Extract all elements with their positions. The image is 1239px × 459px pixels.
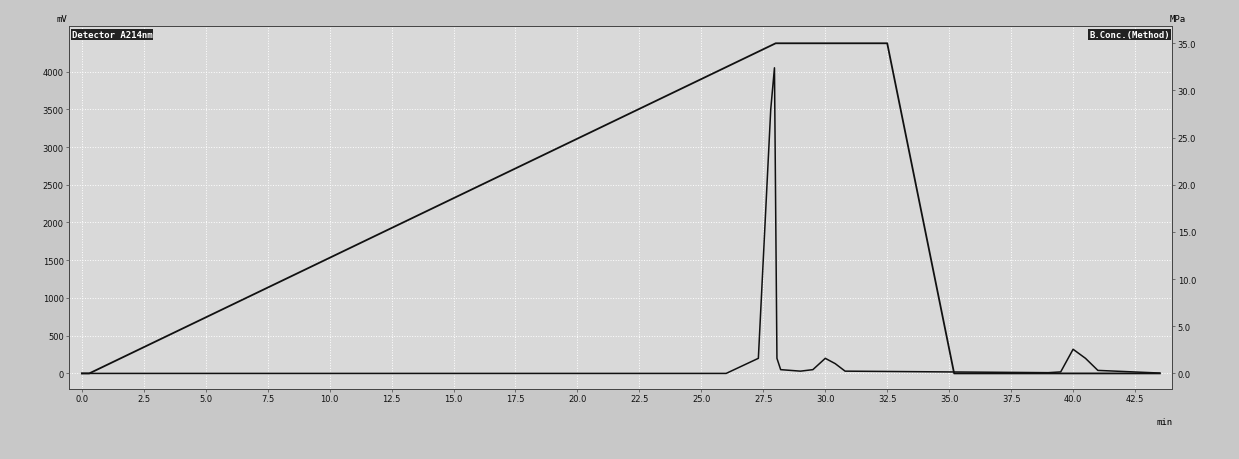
Text: Detector A214nm: Detector A214nm (72, 31, 152, 40)
Text: MPa: MPa (1170, 15, 1186, 23)
Text: mV: mV (56, 15, 67, 23)
Text: B.Conc.(Method): B.Conc.(Method) (1089, 31, 1170, 40)
Text: min: min (1156, 418, 1172, 426)
